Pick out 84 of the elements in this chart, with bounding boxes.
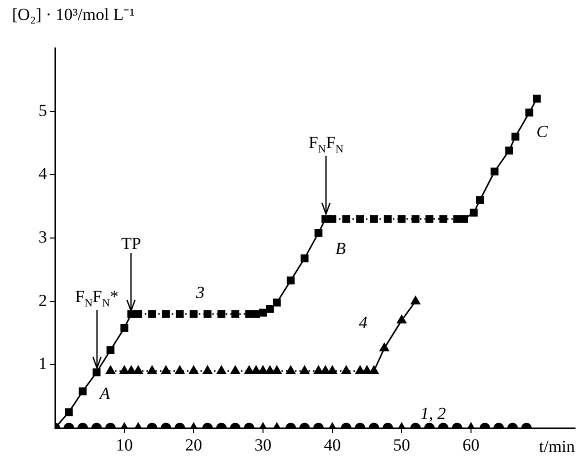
y-axis-title: [O₂] · 10³/mol L⁻¹ — [12, 5, 135, 24]
point — [161, 366, 171, 374]
point — [230, 366, 240, 374]
point — [321, 215, 330, 223]
point — [380, 342, 389, 352]
point — [342, 366, 351, 374]
point — [217, 310, 226, 318]
point — [397, 315, 406, 324]
y-tick-label: 1 — [38, 354, 47, 374]
point — [286, 276, 295, 284]
point — [251, 366, 261, 374]
x-tick-label: 30 — [254, 436, 272, 455]
point — [370, 215, 378, 223]
point — [245, 310, 254, 318]
point — [202, 366, 212, 374]
point — [476, 196, 484, 204]
x-tick-label: 50 — [393, 436, 410, 455]
point — [120, 366, 129, 374]
point — [286, 366, 296, 374]
point — [328, 366, 337, 374]
annotation: B — [335, 238, 346, 258]
point — [412, 215, 420, 223]
point — [266, 305, 274, 313]
point — [126, 366, 136, 374]
point — [356, 215, 364, 223]
annotation: F$_{N}$F$_{N}$ — [308, 132, 344, 156]
y-tick-label: 3 — [38, 227, 47, 246]
annotation: 3 — [196, 282, 205, 302]
point — [120, 324, 128, 332]
point — [362, 366, 372, 374]
point — [106, 366, 116, 374]
point — [272, 366, 282, 374]
point — [369, 366, 379, 374]
point — [190, 310, 198, 318]
point — [231, 310, 240, 318]
x-tick-label: 10 — [116, 436, 133, 455]
point — [300, 366, 310, 374]
point — [175, 366, 184, 374]
annotation: C — [536, 122, 548, 142]
point — [300, 254, 309, 262]
point — [147, 366, 157, 374]
point — [162, 310, 170, 318]
point — [148, 310, 156, 318]
annotation: F$_{N}$F$_{N}$* — [75, 286, 118, 310]
point — [252, 310, 260, 318]
x-axis-title: t/min — [539, 437, 575, 456]
point — [204, 310, 212, 318]
y-tick-label: 4 — [38, 164, 48, 184]
point — [244, 366, 254, 374]
point — [505, 146, 514, 155]
point — [490, 168, 499, 176]
point — [439, 215, 448, 223]
annotation: 1, 2 — [420, 404, 446, 422]
point — [525, 108, 534, 117]
point — [460, 215, 468, 223]
point — [189, 366, 198, 374]
point — [134, 366, 143, 374]
y-tick-label: 5 — [38, 100, 47, 120]
point — [258, 366, 268, 374]
point — [511, 132, 520, 141]
point — [134, 310, 142, 318]
y-tick-label: 2 — [38, 290, 47, 310]
point — [328, 215, 336, 223]
point — [425, 215, 434, 223]
point — [453, 215, 462, 223]
x-tick-label: 40 — [324, 436, 341, 455]
point — [470, 208, 478, 217]
point — [176, 310, 184, 318]
point — [355, 366, 365, 374]
annotation: 4 — [358, 312, 368, 332]
point — [314, 366, 324, 374]
x-tick-label: 60 — [462, 436, 480, 455]
point — [259, 308, 267, 317]
point — [216, 366, 226, 374]
point — [398, 215, 406, 223]
annotation: A — [100, 384, 110, 403]
point — [342, 215, 350, 223]
point — [320, 366, 330, 374]
point — [272, 298, 281, 307]
point — [314, 229, 322, 237]
point — [410, 296, 420, 304]
annotation: TP — [121, 234, 142, 253]
point — [384, 215, 392, 223]
x-tick-label: 20 — [185, 436, 202, 455]
